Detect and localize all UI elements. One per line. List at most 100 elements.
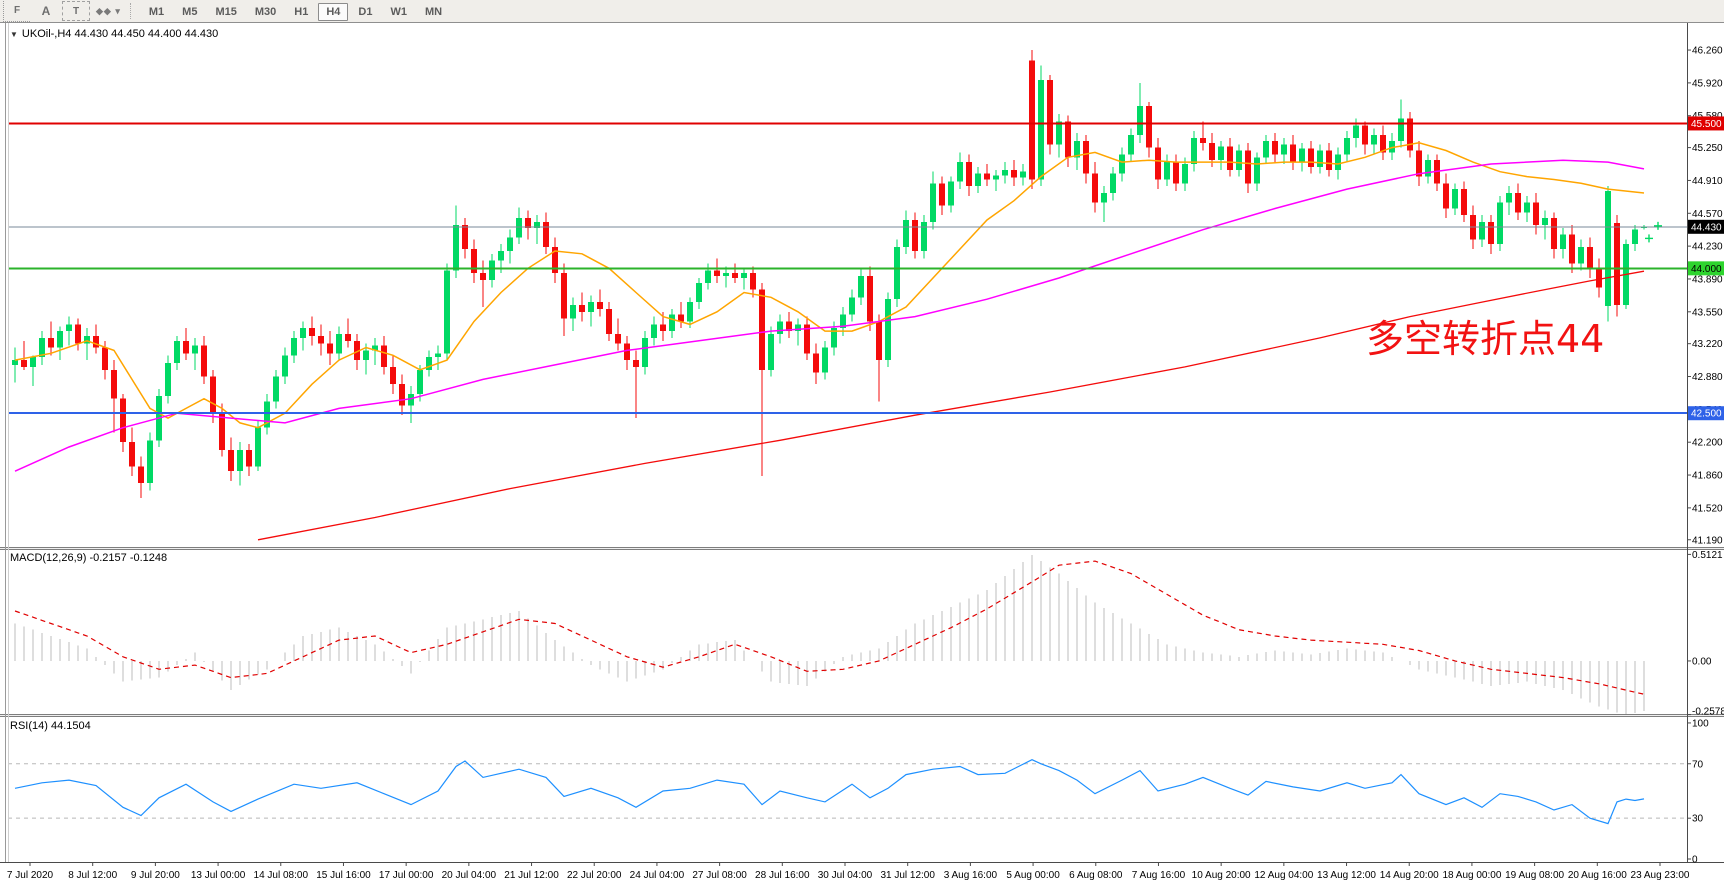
candle-body — [363, 350, 369, 361]
candle-body — [633, 360, 639, 367]
candle-body — [390, 366, 396, 385]
time-tick-label: 8 Jul 12:00 — [68, 870, 117, 881]
time-tick-label: 7 Jul 2020 — [7, 870, 54, 881]
candle-body — [1416, 150, 1422, 177]
timeframe-button-m15[interactable]: M15 — [215, 6, 237, 18]
candle-body — [813, 353, 819, 373]
candle-body — [957, 162, 963, 182]
candle-body — [1155, 147, 1161, 180]
candle-body — [1362, 125, 1368, 145]
candle-body — [201, 345, 207, 377]
timeframe-button-d1[interactable]: D1 — [358, 6, 373, 18]
font-a-icon[interactable]: A — [41, 4, 51, 18]
timeframe-button-h4[interactable]: H4 — [318, 3, 349, 21]
candle-body — [39, 337, 45, 358]
candle-body — [48, 337, 54, 348]
candle-body — [255, 427, 261, 467]
candle-body — [228, 449, 234, 472]
candle-body — [858, 276, 864, 298]
candle-body — [120, 398, 126, 443]
candle-body — [1542, 218, 1548, 225]
candle-body — [1083, 140, 1089, 174]
candle-body — [12, 360, 18, 365]
candle-body — [1074, 140, 1080, 158]
candle-body — [1569, 234, 1575, 264]
style-arrows-icon[interactable]: ◆◆ ▾ — [96, 5, 121, 16]
price-tick-label: 45.920 — [1692, 78, 1723, 89]
candle-body — [1263, 140, 1269, 158]
candle-body — [444, 270, 450, 354]
grid-f-icon[interactable]: F — [3, 0, 30, 22]
chart-canvas[interactable]: 46.26045.92045.58045.25044.91044.57044.2… — [0, 23, 1724, 891]
rsi-line — [14, 759, 1645, 825]
price-line-label: 42.500 — [1691, 409, 1722, 420]
macd-tick-label: 0.00 — [1692, 656, 1712, 667]
candle-body — [1587, 247, 1593, 269]
candle-body — [570, 305, 576, 319]
candle-body — [588, 302, 594, 312]
candle-body — [426, 357, 432, 370]
candle-body — [831, 328, 837, 348]
candle-body — [678, 314, 684, 322]
candle-body — [498, 250, 504, 261]
macd-signal-line — [14, 560, 1645, 695]
price-tick-label: 42.880 — [1692, 372, 1723, 383]
candle-body — [1344, 137, 1350, 155]
candle-body — [111, 369, 117, 399]
candle-body — [327, 343, 333, 354]
candle-body — [579, 305, 585, 312]
candle-body — [984, 173, 990, 180]
candle-body — [399, 384, 405, 406]
timeframe-button-mn[interactable]: MN — [424, 6, 443, 18]
candle-body — [1389, 140, 1395, 153]
time-tick-label: 31 Jul 12:00 — [880, 870, 935, 881]
candle-body — [1497, 202, 1503, 245]
candle-body — [309, 328, 315, 336]
rsi-tick-label: 0 — [1692, 855, 1698, 866]
price-tick-label: 43.220 — [1692, 339, 1723, 350]
price-tick-label: 41.190 — [1692, 535, 1723, 546]
time-tick-label: 10 Aug 20:00 — [1192, 870, 1251, 881]
timeframe-button-m1[interactable]: M1 — [148, 6, 165, 18]
candle-body — [552, 247, 558, 274]
text-box-icon[interactable]: T — [62, 1, 90, 21]
ma-mid-magenta — [14, 159, 1645, 472]
candle-body — [1605, 191, 1611, 307]
candle-body — [480, 273, 486, 280]
candle-body — [1326, 150, 1332, 170]
candle-body — [1182, 164, 1188, 184]
candle-body — [345, 334, 351, 341]
candle-body — [1272, 140, 1278, 155]
candle-body — [1443, 183, 1449, 209]
candle-body — [1425, 160, 1431, 177]
time-tick-label: 20 Jul 04:00 — [442, 870, 497, 881]
macd-tick-label: -0.2578 — [1692, 707, 1724, 718]
candle-body — [75, 324, 81, 344]
candle-body — [1101, 192, 1107, 203]
time-tick-label: 6 Aug 08:00 — [1069, 870, 1123, 881]
collapse-arrow-icon[interactable]: ▼ — [10, 30, 18, 39]
candle-body — [777, 321, 783, 335]
candle-body — [1236, 150, 1242, 170]
candle-body — [1380, 135, 1386, 153]
time-tick-label: 30 Jul 04:00 — [818, 870, 873, 881]
candle-body — [354, 340, 360, 361]
timeframe-button-h1[interactable]: H1 — [294, 6, 309, 18]
ma-slow-red — [257, 270, 1645, 541]
candle-body — [417, 369, 423, 394]
timeframe-button-m30[interactable]: M30 — [254, 6, 277, 18]
price-line-label: 44.000 — [1691, 264, 1722, 275]
candle-body — [849, 297, 855, 315]
candle-body — [1200, 137, 1206, 143]
candle-body — [165, 362, 171, 396]
price-line-label-box — [1688, 116, 1724, 131]
candle-body — [525, 218, 531, 228]
price-tick-label: 46.260 — [1692, 46, 1723, 57]
rsi-tick-label: 30 — [1692, 814, 1704, 825]
timeframe-button-m5[interactable]: M5 — [182, 6, 198, 18]
rsi-tick-label: 100 — [1692, 718, 1709, 729]
candle-body — [1002, 169, 1008, 176]
timeframe-button-w1[interactable]: W1 — [390, 6, 407, 18]
time-tick-label: 24 Jul 04:00 — [630, 870, 685, 881]
candle-body — [174, 340, 180, 363]
